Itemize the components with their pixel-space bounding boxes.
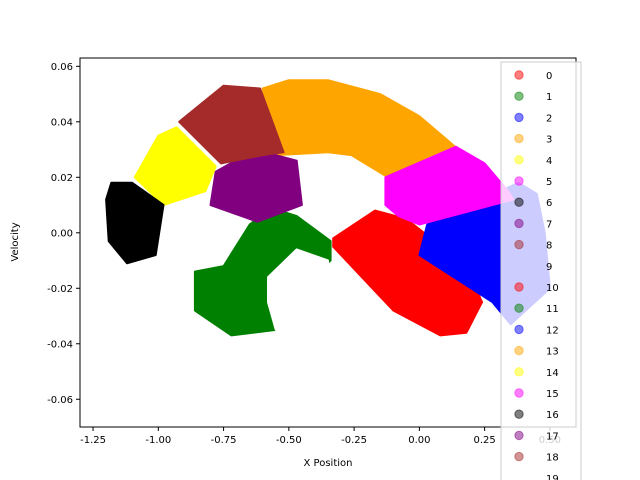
- x-tick-label: -0.75: [211, 435, 237, 446]
- legend-label-2: 2: [546, 113, 552, 124]
- legend-label-3: 3: [546, 135, 552, 146]
- x-tick-label: -1.00: [145, 435, 171, 446]
- legend-label-7: 7: [546, 219, 552, 230]
- legend-marker-7: [515, 219, 523, 227]
- y-tick-label: 0.00: [51, 228, 73, 239]
- legend-marker-4: [515, 156, 523, 164]
- legend-marker-19: [515, 474, 523, 480]
- legend-label-15: 15: [546, 389, 559, 400]
- y-tick-label: -0.02: [47, 284, 73, 295]
- legend-label-1: 1: [546, 92, 552, 103]
- legend-label-19: 19: [546, 474, 559, 480]
- x-tick-label: -1.25: [80, 435, 106, 446]
- legend-marker-17: [515, 431, 523, 439]
- legend-marker-10: [515, 283, 523, 291]
- x-tick-label: -0.25: [341, 435, 367, 446]
- y-axis-label: Velocity: [10, 222, 21, 261]
- legend-marker-16: [515, 410, 523, 418]
- legend-label-0: 0: [546, 71, 552, 82]
- x-tick-label: 0.00: [408, 435, 430, 446]
- x-tick-label: 0.25: [473, 435, 495, 446]
- x-tick-label: -0.50: [276, 435, 302, 446]
- legend-label-5: 5: [546, 177, 552, 188]
- y-tick-label: -0.04: [47, 339, 73, 350]
- legend-frame: [501, 62, 581, 480]
- legend-marker-15: [515, 389, 523, 397]
- legend-label-14: 14: [546, 368, 559, 379]
- y-tick-label: 0.02: [51, 173, 73, 184]
- legend-label-8: 8: [546, 241, 552, 252]
- legend-marker-6: [515, 198, 523, 206]
- y-tick-label: 0.04: [51, 117, 73, 128]
- legend-label-9: 9: [546, 262, 552, 273]
- legend-marker-13: [515, 346, 523, 354]
- legend-label-11: 11: [546, 304, 559, 315]
- legend-marker-3: [515, 134, 523, 142]
- legend-label-17: 17: [546, 431, 559, 442]
- legend-marker-14: [515, 368, 523, 376]
- legend-label-6: 6: [546, 198, 552, 209]
- legend-label-18: 18: [546, 453, 559, 464]
- legend-marker-9: [515, 262, 523, 270]
- legend-marker-11: [515, 304, 523, 312]
- legend-marker-0: [515, 71, 523, 79]
- legend-label-12: 12: [546, 325, 559, 336]
- y-tick-label: -0.06: [47, 395, 73, 406]
- legend-label-13: 13: [546, 347, 559, 358]
- legend-label-10: 10: [546, 283, 559, 294]
- legend-marker-5: [515, 177, 523, 185]
- legend-marker-18: [515, 452, 523, 460]
- legend-marker-8: [515, 240, 523, 248]
- legend-marker-12: [515, 325, 523, 333]
- legend-label-16: 16: [546, 410, 559, 421]
- legend-label-4: 4: [546, 156, 552, 167]
- legend-marker-2: [515, 113, 523, 121]
- x-axis-label: X Position: [304, 458, 353, 469]
- y-tick-label: 0.06: [51, 62, 73, 73]
- legend-marker-1: [515, 92, 523, 100]
